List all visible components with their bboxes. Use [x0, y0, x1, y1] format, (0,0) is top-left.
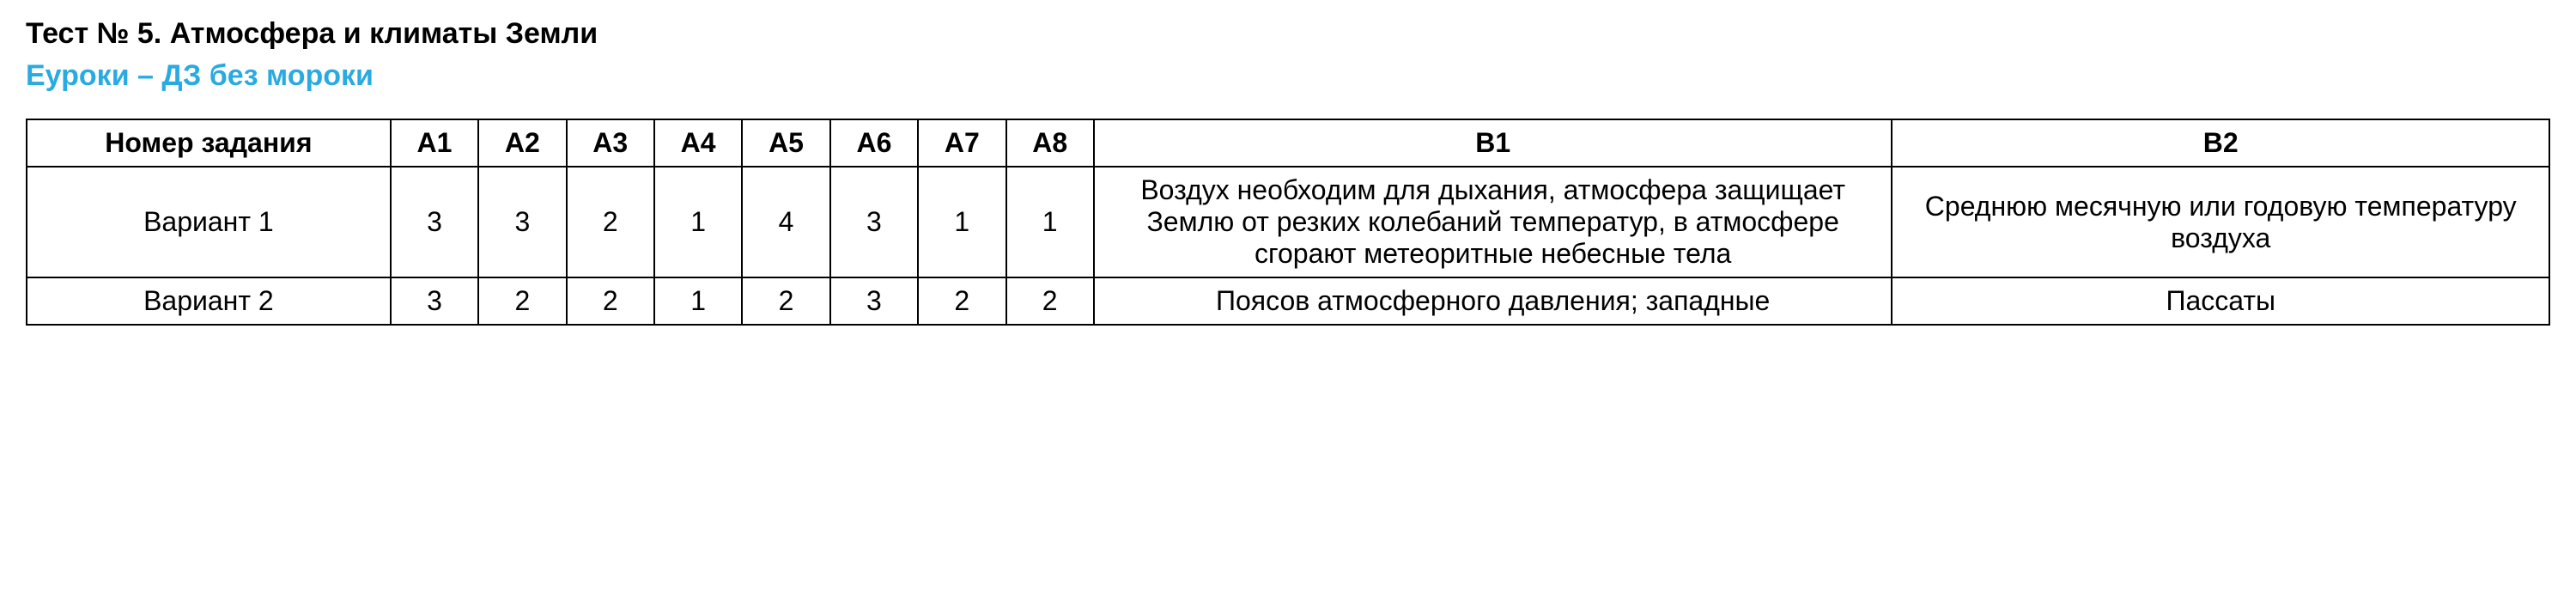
col-header-b2: В2	[1892, 119, 2549, 167]
cell-a6: 3	[830, 277, 918, 325]
col-header-a1: А1	[391, 119, 478, 167]
col-header-a8: А8	[1006, 119, 1094, 167]
row-label: Вариант 1	[27, 167, 391, 277]
page-subtitle: Еуроки – ДЗ без мороки	[26, 59, 2550, 93]
cell-b2: Пассаты	[1892, 277, 2549, 325]
cell-a2: 3	[478, 167, 566, 277]
cell-a5: 4	[742, 167, 829, 277]
col-header-b1: В1	[1094, 119, 1893, 167]
cell-a1: 3	[391, 277, 478, 325]
cell-a2: 2	[478, 277, 566, 325]
col-header-a6: А6	[830, 119, 918, 167]
cell-a7: 1	[918, 167, 1005, 277]
table-row: Вариант 2 3 2 2 1 2 3 2 2 Поясов атмосфе…	[27, 277, 2549, 325]
cell-a5: 2	[742, 277, 829, 325]
cell-a6: 3	[830, 167, 918, 277]
cell-a7: 2	[918, 277, 1005, 325]
table-row: Вариант 1 3 3 2 1 4 3 1 1 Воздух необход…	[27, 167, 2549, 277]
cell-b1: Поясов атмосферного давления; западные	[1094, 277, 1893, 325]
table-header-row: Номер задания А1 А2 А3 А4 А5 А6 А7 А8 В1…	[27, 119, 2549, 167]
col-header-a7: А7	[918, 119, 1005, 167]
cell-a8: 2	[1006, 277, 1094, 325]
cell-a8: 1	[1006, 167, 1094, 277]
row-label: Вариант 2	[27, 277, 391, 325]
page-title: Тест № 5. Атмосфера и климаты Земли	[26, 17, 2550, 51]
cell-b2: Среднюю месячную или годовую температуру…	[1892, 167, 2549, 277]
col-header-a2: А2	[478, 119, 566, 167]
cell-b1: Воздух необходим для дыхания, атмосфера …	[1094, 167, 1893, 277]
cell-a3: 2	[567, 277, 654, 325]
cell-a4: 1	[654, 277, 742, 325]
col-header-a3: А3	[567, 119, 654, 167]
cell-a1: 3	[391, 167, 478, 277]
answers-table: Номер задания А1 А2 А3 А4 А5 А6 А7 А8 В1…	[26, 119, 2550, 326]
col-header-a4: А4	[654, 119, 742, 167]
col-header-label: Номер задания	[27, 119, 391, 167]
cell-a3: 2	[567, 167, 654, 277]
col-header-a5: А5	[742, 119, 829, 167]
cell-a4: 1	[654, 167, 742, 277]
